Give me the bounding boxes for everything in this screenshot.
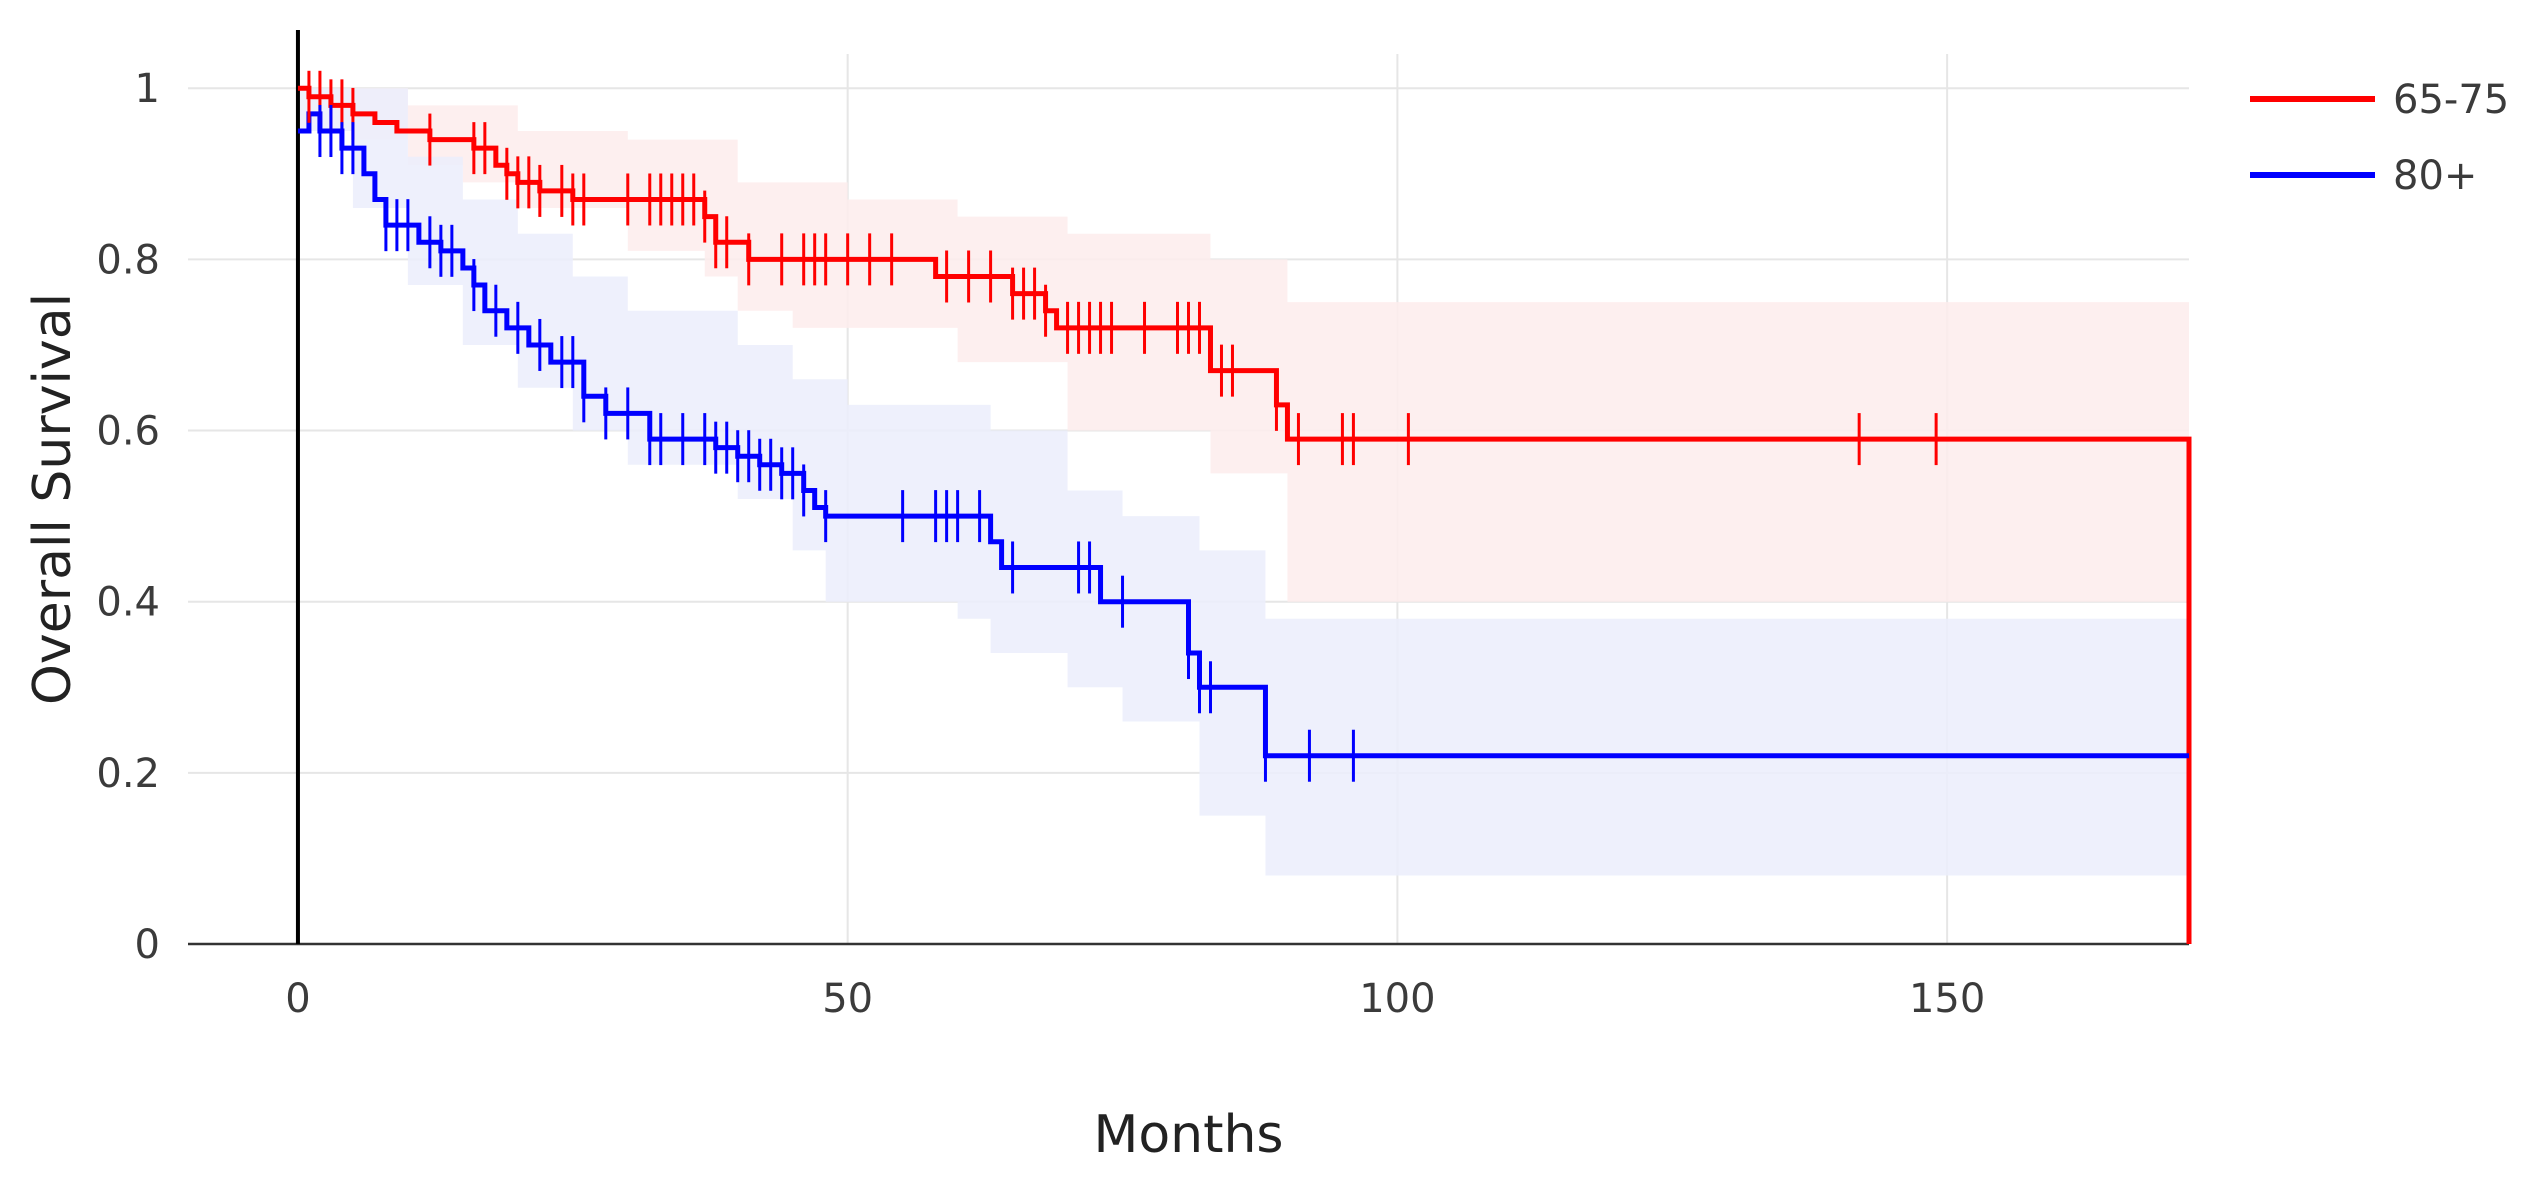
y-tick-label: 0.6	[96, 409, 160, 455]
legend-item-80-plus[interactable]: 80+	[2250, 153, 2477, 199]
confidence-bands	[297, 88, 2189, 876]
tick-labels: 0 50 100 150 0 0.2 0.4 0.6 0.8 1	[96, 66, 1985, 1022]
y-tick-label: 0	[135, 922, 160, 968]
y-tick-label: 0.4	[96, 580, 160, 626]
x-axis-title: Months	[1093, 1105, 1283, 1165]
x-tick-label: 100	[1359, 976, 1435, 1022]
x-tick-label: 50	[822, 976, 873, 1022]
survival-curve-80-plus	[297, 111, 2189, 759]
ci-band-80-plus	[297, 88, 2189, 876]
legend[interactable]: 65-75 80+	[2250, 77, 2509, 199]
y-tick-label: 1	[135, 66, 160, 112]
legend-item-65-75[interactable]: 65-75	[2250, 77, 2509, 123]
y-tick-label: 0.8	[96, 237, 160, 283]
y-axis-title: Overall Survival	[23, 293, 83, 705]
axis-titles: Months Overall Survival	[23, 293, 1284, 1165]
y-tick-label: 0.2	[96, 751, 160, 797]
x-tick-label: 150	[1909, 976, 1985, 1022]
ci-band-65-75	[297, 88, 2189, 602]
axes	[188, 30, 2189, 946]
x-tick-label: 0	[285, 976, 310, 1022]
censor-marks	[307, 70, 1938, 782]
legend-label-65-75: 65-75	[2393, 77, 2509, 123]
legend-label-80-plus: 80+	[2393, 153, 2477, 199]
